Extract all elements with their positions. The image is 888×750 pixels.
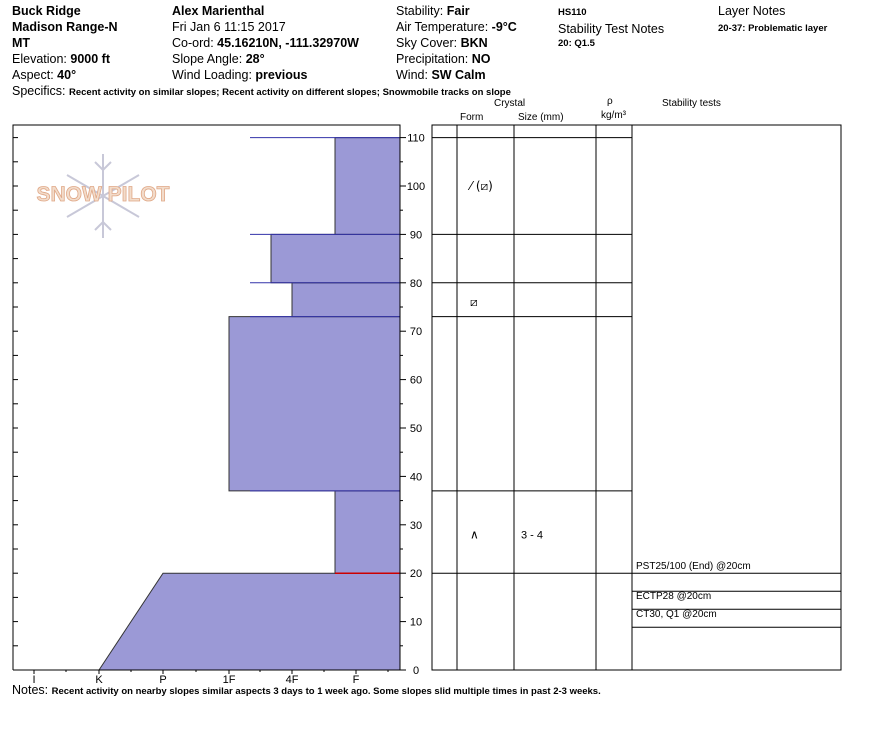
elevation-label: Elevation: xyxy=(12,52,67,66)
height-tick-label: 10 xyxy=(410,617,422,629)
notes-line: Notes: Recent activity on nearby slopes … xyxy=(12,683,601,697)
observation-datetime: Fri Jan 6 11:15 2017 xyxy=(172,20,286,34)
height-tick-label: 40 xyxy=(410,471,422,483)
profile-layer xyxy=(270,233,401,284)
elevation-value: 9000 ft xyxy=(70,52,110,66)
stability-notes-value: 20: Q1.5 xyxy=(558,38,595,49)
aspect-value: 40° xyxy=(57,68,77,82)
crystal-form: ∧ xyxy=(470,527,479,541)
layer-notes-value: 20-37: Problematic layer xyxy=(718,23,828,34)
snowflake-icon xyxy=(66,154,140,238)
air-temp-label: Air Temperature: xyxy=(396,20,489,34)
hardness-tick-label: 4F xyxy=(286,674,299,686)
snowpilot-logo: SNOW PILOT xyxy=(36,154,170,238)
height-tick-label: 50 xyxy=(410,423,422,435)
profile-layer xyxy=(334,490,401,574)
crystal-form: ⁄ (⧄) xyxy=(467,179,493,193)
notes-value: Recent activity on nearby slopes similar… xyxy=(51,686,601,697)
layer-notes-title: Layer Notes xyxy=(718,4,786,18)
stability-tests-header: Stability tests xyxy=(662,98,721,109)
height-tick-label: 30 xyxy=(410,520,422,532)
slope-value: 28° xyxy=(245,52,265,66)
precip-value: NO xyxy=(471,52,491,66)
layer-notes-block: Layer Notes 20-37: Problematic layer xyxy=(718,3,827,37)
sky-label: Sky Cover: xyxy=(396,36,458,50)
size-header: Size (mm) xyxy=(518,112,564,123)
height-tick-label: 90 xyxy=(410,229,422,241)
crystal-form: ⧄ xyxy=(470,295,478,309)
height-tick-label: 60 xyxy=(410,375,422,387)
height-tick-label: 20 xyxy=(410,568,422,580)
coord-label: Co-ord: xyxy=(172,36,214,50)
form-header: Form xyxy=(460,112,484,123)
profile-layer xyxy=(291,282,401,318)
rho-header: ρ xyxy=(607,96,613,107)
profile-layer xyxy=(98,572,401,671)
crystal-header: Crystal xyxy=(494,98,526,109)
wind-loading-value: previous xyxy=(255,68,308,82)
height-tick-label: 0 xyxy=(413,665,419,677)
location-name: Buck Ridge xyxy=(12,4,81,18)
hardness-tick-label: P xyxy=(159,674,166,686)
hardness-tick-label: 1F xyxy=(223,674,236,686)
wind-loading-label: Wind Loading: xyxy=(172,68,252,82)
location-block: Buck Ridge Madison Range-N MT Elevation:… xyxy=(12,3,118,83)
hs-value: HS110 xyxy=(558,7,587,18)
precip-label: Precipitation: xyxy=(396,52,469,66)
wind-label: Wind: xyxy=(396,68,428,82)
notes-label: Notes: xyxy=(12,683,49,697)
height-tick-label: 100 xyxy=(407,181,425,193)
profile-layer xyxy=(334,137,401,235)
crystal-size: 3 - 4 xyxy=(521,529,543,541)
aspect-label: Aspect: xyxy=(12,68,54,82)
hardness-tick-label: F xyxy=(353,674,360,686)
sky-value: BKN xyxy=(460,36,488,50)
conditions-block: Stability: Fair Air Temperature: -9°C Sk… xyxy=(396,3,517,83)
stability-notes-block: HS110 Stability Test Notes 20: Q1.5 xyxy=(558,3,664,49)
height-tick-label: 110 xyxy=(407,133,425,145)
wind-value: SW Calm xyxy=(431,68,486,82)
specifics-label: Specifics: xyxy=(12,84,66,98)
observer-name: Alex Marienthal xyxy=(172,4,265,18)
specifics-value: Recent activity on similar slopes; Recen… xyxy=(68,87,511,98)
range-name: Madison Range-N xyxy=(12,20,118,34)
stability-value: Fair xyxy=(446,4,470,18)
stability-test-label: CT30, Q1 @20cm xyxy=(636,609,717,620)
stability-test-label: ECTP28 @20cm xyxy=(636,591,711,602)
stability-test-label: PST25/100 (End) @20cm xyxy=(636,561,751,572)
height-tick-label: 80 xyxy=(410,278,422,290)
stability-label: Stability: xyxy=(396,4,444,18)
slope-label: Slope Angle: xyxy=(172,52,243,66)
state-name: MT xyxy=(12,36,31,50)
hardness-tick-label: I xyxy=(32,674,35,686)
specifics-line: Specifics: Recent activity on similar sl… xyxy=(12,84,511,98)
hardness-tick-label: K xyxy=(95,674,103,686)
table-frame xyxy=(431,124,842,671)
height-tick-label: 70 xyxy=(410,326,422,338)
stability-notes-title: Stability Test Notes xyxy=(558,22,665,36)
coord-value: 45.16210N, -111.32970W xyxy=(217,36,359,50)
observer-block: Alex Marienthal Fri Jan 6 11:15 2017 Co-… xyxy=(172,3,359,83)
air-temp-value: -9°C xyxy=(491,20,517,34)
logo-text: SNOW PILOT xyxy=(37,183,170,206)
density-unit-header: kg/m³ xyxy=(601,110,626,121)
profile-layer xyxy=(228,316,401,492)
